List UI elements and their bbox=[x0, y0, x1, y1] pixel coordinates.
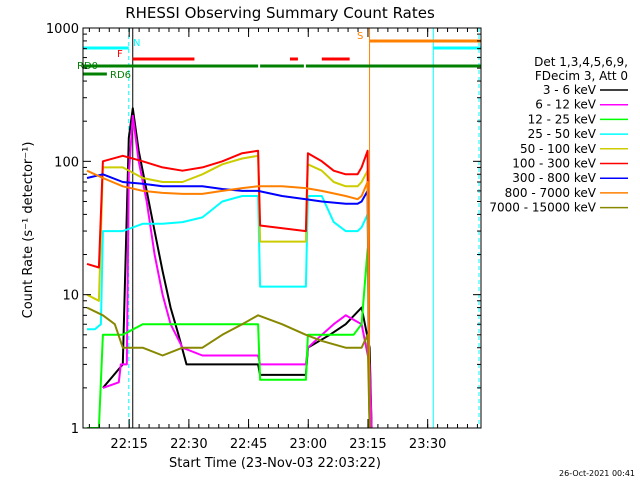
x-tick-label: 22:15 bbox=[110, 437, 147, 452]
x-axis: 22:15 22:30 22:45 23:00 23:15 23:30 bbox=[88, 28, 478, 452]
y-tick-label: 100 bbox=[54, 155, 79, 170]
legend-entry-label: 25 - 50 keV bbox=[528, 127, 597, 141]
legend-entry-label: 100 - 300 keV bbox=[512, 157, 596, 171]
legend-entry-label: 50 - 100 keV bbox=[520, 142, 597, 156]
legend-entry-label: 300 - 800 keV bbox=[512, 171, 596, 185]
flag-label: S bbox=[357, 31, 363, 42]
series-line-8 bbox=[86, 306, 371, 428]
series-line-2 bbox=[87, 248, 371, 428]
series-line-1 bbox=[102, 114, 373, 428]
legend-entry-label: 800 - 7000 keV bbox=[505, 186, 597, 200]
flag-label: F bbox=[117, 49, 123, 60]
legend-entry-label: 12 - 25 keV bbox=[528, 112, 597, 126]
flag-label: RD6 bbox=[110, 70, 131, 81]
x-axis-label: Start Time (23-Nov-03 22:03:22) bbox=[169, 456, 381, 471]
footer-timestamp: 26-Oct-2021 00:41 bbox=[559, 469, 635, 478]
series-line-0 bbox=[102, 107, 373, 428]
y-tick-label: 1 bbox=[71, 422, 79, 437]
series-group bbox=[86, 107, 373, 428]
plot-frame bbox=[82, 27, 482, 429]
flag-bar-RD6: RD6 bbox=[83, 70, 131, 81]
x-tick-label: 23:30 bbox=[409, 437, 446, 452]
legend-entry-label: 7000 - 15000 keV bbox=[489, 201, 596, 215]
series-line-6 bbox=[86, 173, 371, 428]
y-tick-label: 1000 bbox=[46, 22, 79, 37]
legend-entry-label: 3 - 6 keV bbox=[543, 83, 597, 97]
x-tick-label: 23:00 bbox=[290, 437, 327, 452]
series-line-5 bbox=[86, 149, 371, 428]
series-line-3 bbox=[87, 195, 371, 428]
y-axis-label: Count Rate (s⁻¹ detector⁻¹) bbox=[21, 142, 36, 319]
x-tick-label: 22:45 bbox=[230, 437, 267, 452]
series-line-7 bbox=[86, 169, 371, 428]
y-axis: 1 10 100 1000 bbox=[46, 22, 481, 437]
legend-header-line: Det 1,3,4,5,6,9, bbox=[534, 55, 628, 69]
y-tick-label: 10 bbox=[62, 289, 79, 304]
legend: Det 1,3,4,5,6,9,FDecim 3, Att 03 - 6 keV… bbox=[489, 55, 628, 215]
x-tick-label: 22:30 bbox=[170, 437, 207, 452]
flag-label: N bbox=[133, 38, 140, 49]
legend-header-line: FDecim 3, Att 0 bbox=[535, 69, 628, 83]
chart-title: RHESSI Observing Summary Count Rates bbox=[125, 4, 435, 22]
flag-bar-RD0: RD0 bbox=[77, 61, 481, 72]
legend-entry-label: 6 - 12 keV bbox=[535, 98, 597, 112]
flag-label: RD0 bbox=[77, 61, 98, 72]
flag-bar-S: S bbox=[357, 31, 481, 43]
x-tick-label: 23:15 bbox=[349, 437, 386, 452]
flag-bar-N: N bbox=[83, 38, 140, 50]
flag-bar-F: F bbox=[117, 49, 350, 61]
